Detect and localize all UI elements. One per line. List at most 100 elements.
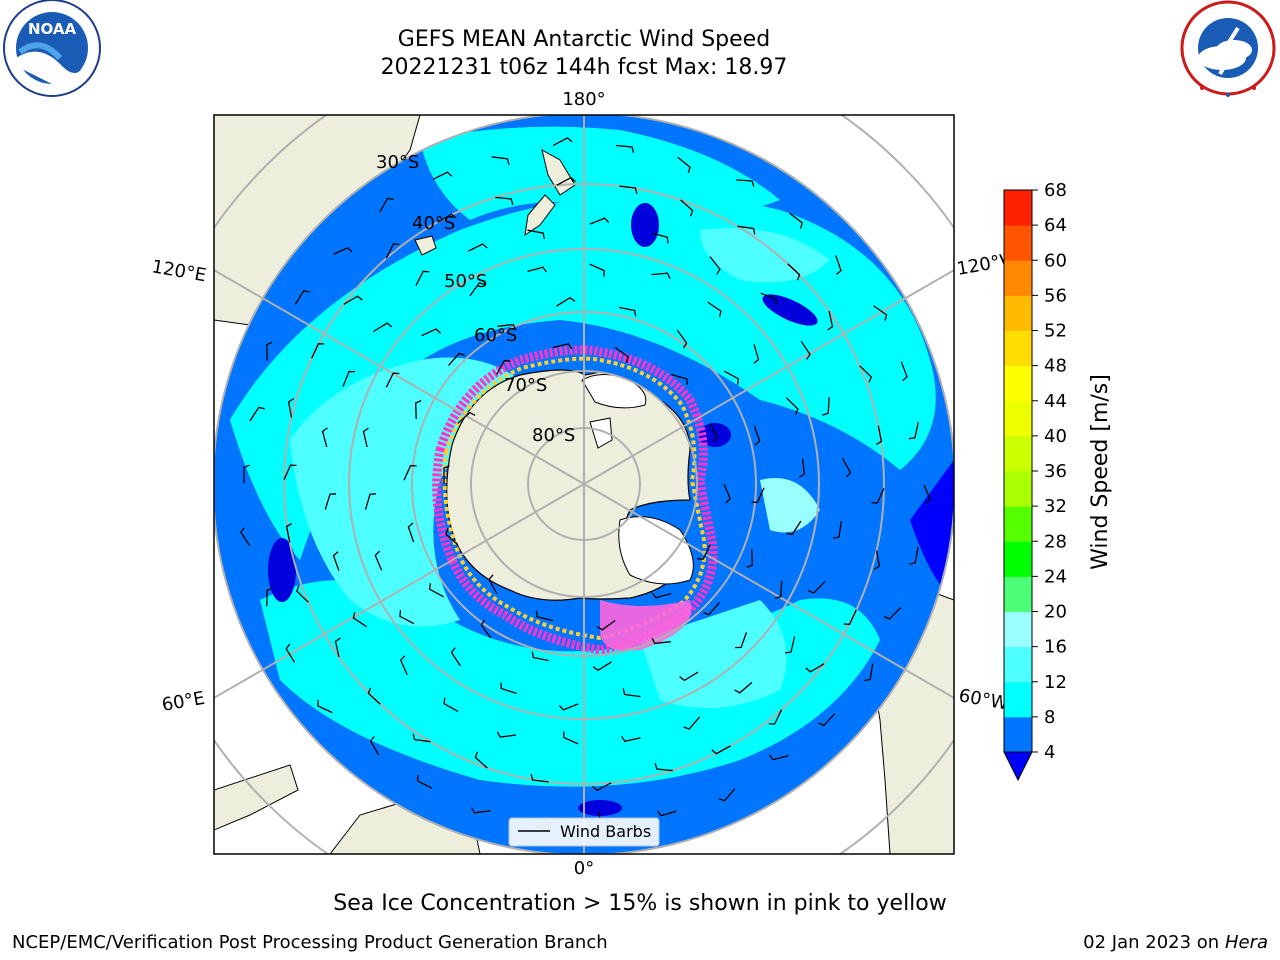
wind-barb — [334, 637, 341, 658]
colorbar-tick-label: 36 — [1044, 461, 1067, 482]
wind-barb — [379, 197, 394, 213]
wind-barb — [709, 423, 718, 443]
colorbar-segment — [1004, 365, 1032, 402]
colorbar-tick-label: 60 — [1044, 250, 1067, 271]
wind-barb — [760, 292, 777, 305]
wind-barb — [352, 611, 368, 628]
graticule — [214, 115, 954, 854]
colorbar-label: Wind Speed [m/s] — [1088, 374, 1113, 570]
wind-barb — [751, 487, 765, 504]
colorbar-tick-label: 16 — [1044, 637, 1067, 658]
wind-barb — [822, 397, 830, 416]
wind-barb — [373, 322, 393, 333]
wind-barb — [367, 687, 381, 705]
lat-label-40s: 40°S — [412, 213, 455, 234]
wind-barb — [496, 359, 511, 375]
wind-barb — [552, 343, 573, 350]
wind-barb — [530, 774, 549, 783]
lon-label-60e: 60°E — [160, 688, 206, 716]
wind-barb — [317, 699, 333, 714]
wind-barb — [805, 663, 825, 673]
wind-barb — [622, 688, 641, 698]
wind-barb — [789, 212, 803, 229]
colorbar-segment — [1004, 260, 1032, 296]
footer-credit: NCEP/EMC/Verification Post Processing Pr… — [12, 932, 608, 953]
map-area — [214, 115, 954, 854]
wind-barb — [842, 458, 852, 478]
colorbar-segment — [1004, 295, 1032, 331]
wind-barb — [415, 270, 430, 286]
wind-barb — [450, 647, 461, 667]
wind-barb — [619, 185, 638, 194]
wind-barb — [428, 583, 445, 598]
wind-barb — [407, 522, 415, 543]
wind-barb — [651, 272, 671, 279]
colorbar-tick-label: 20 — [1044, 602, 1067, 623]
colorbar-segment — [1004, 400, 1032, 437]
wind-barb — [266, 587, 274, 607]
lon-label-180: 180° — [562, 89, 605, 110]
wind-barb — [736, 179, 755, 187]
lat-label-30s: 30°S — [376, 152, 419, 173]
colorbar-segment — [1004, 225, 1032, 261]
wind-barb — [651, 232, 669, 244]
colorbar-under-arrow — [1003, 751, 1033, 782]
wind-barb — [753, 425, 761, 446]
wind-barb — [864, 663, 874, 682]
wind-barb — [677, 156, 691, 174]
colorbar-tick-label: 68 — [1044, 180, 1067, 201]
wind-barb — [589, 263, 605, 277]
wind-barb — [531, 651, 550, 662]
wind-barb — [480, 619, 492, 639]
colorbar-tick-label: 8 — [1044, 707, 1055, 728]
chart-subtitle: 20221231 t06z 144h fcst Max: 18.97 — [380, 55, 788, 80]
wind-barb — [737, 225, 756, 235]
wind-barb — [362, 427, 369, 448]
land-inside — [414, 149, 576, 256]
colorbar-segment — [1004, 506, 1032, 542]
wind-barb — [746, 549, 753, 568]
wind-barb — [558, 703, 579, 711]
wind-barb — [735, 632, 748, 649]
wind-barb — [496, 731, 517, 738]
wind-barb — [445, 528, 459, 546]
chart-title: GEFS MEAN Antarctic Wind Speed — [397, 27, 771, 52]
wind-barb — [266, 341, 273, 361]
wind-barb — [656, 810, 677, 817]
wind-barb — [654, 763, 673, 772]
wind-barb — [711, 745, 731, 755]
wind-barb — [871, 487, 885, 504]
wind-barb — [399, 655, 408, 675]
wind-barb — [621, 735, 641, 743]
wind-barb — [615, 144, 635, 153]
wind-barb — [709, 256, 721, 275]
wind-barb — [374, 550, 383, 571]
colorbar-tick-label: 24 — [1044, 566, 1067, 587]
footer-date-text: 02 Jan 2023 on — [1083, 932, 1225, 953]
wind-barb — [240, 527, 251, 547]
wind-barb — [753, 344, 760, 364]
antarctica — [446, 369, 694, 601]
wind-barb — [883, 607, 902, 620]
wind-barb — [249, 406, 265, 422]
wind-barb — [491, 156, 510, 165]
wind-barb — [324, 493, 337, 510]
wind-barb — [385, 243, 400, 259]
wind-barb — [552, 137, 573, 146]
wind-barb — [287, 398, 295, 418]
wind-barb — [457, 411, 476, 424]
nws-logo — [1180, 0, 1276, 97]
footer-host: Hera — [1224, 932, 1268, 953]
wind-barb — [556, 176, 576, 186]
wind-barb — [497, 323, 517, 331]
wind-barb — [800, 340, 811, 360]
wind-barb — [768, 709, 783, 725]
wind-barb — [592, 782, 612, 792]
colorbar-segment — [1004, 435, 1032, 472]
wind-barb — [683, 716, 701, 730]
wind-barb — [833, 521, 842, 539]
colorbar-segment — [1004, 611, 1032, 648]
lon-label-0: 0° — [574, 858, 594, 879]
